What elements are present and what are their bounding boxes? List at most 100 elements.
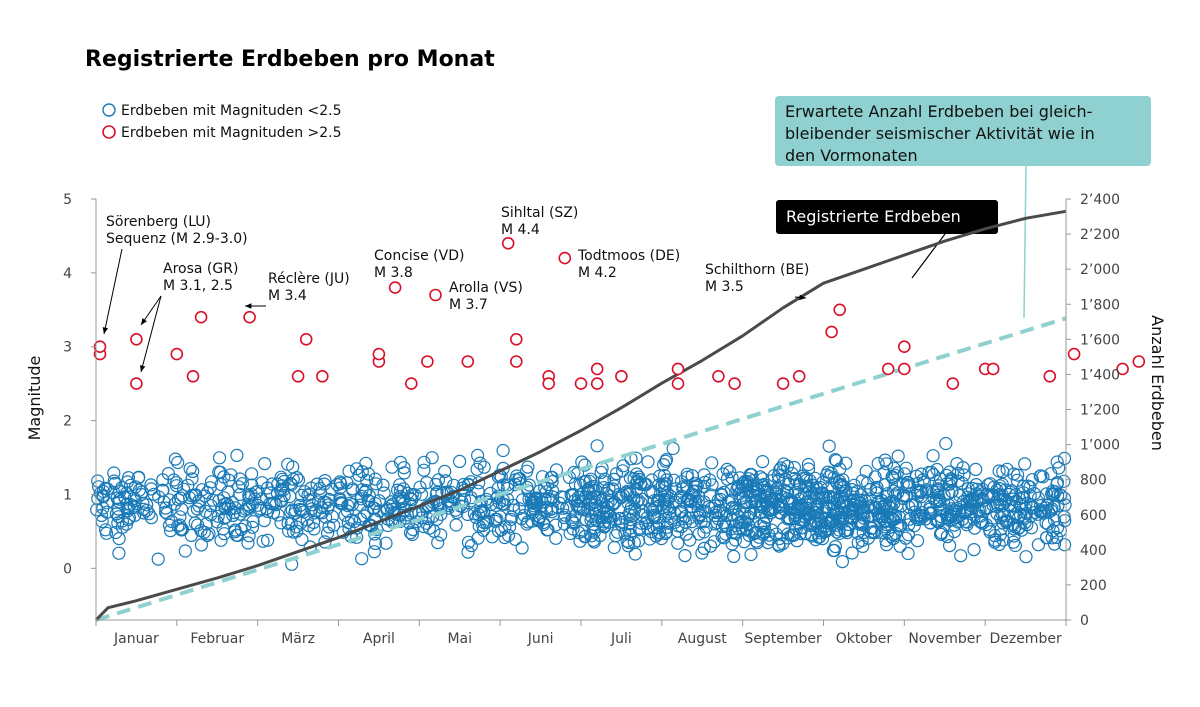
small-quake-point [899, 489, 913, 503]
small-quake-point [659, 477, 673, 491]
plot-area [90, 209, 1146, 622]
small-quake-point [828, 539, 843, 554]
small-quake-point [964, 505, 979, 519]
small-quake-point [425, 451, 439, 465]
small-quake-point [988, 533, 1002, 547]
small-quake-point [1057, 474, 1071, 488]
annotation-arosa-line-1: Arosa (GR) [163, 261, 238, 277]
small-quake-point [659, 525, 674, 539]
y2-tick-label: 800 [1080, 473, 1107, 489]
small-quake-point [338, 508, 352, 522]
small-quake-point [626, 508, 641, 523]
small-quake-point [359, 484, 373, 498]
small-quake-point [302, 494, 316, 508]
small-quake-point [616, 459, 630, 473]
small-quake-point [368, 536, 383, 551]
small-quake-point [749, 495, 763, 509]
small-quake-point [899, 531, 913, 545]
small-quake-point [393, 478, 407, 492]
small-quake-point [944, 472, 958, 486]
small-quake-point [660, 520, 674, 534]
large-quake-point [421, 355, 434, 368]
small-quake-point [771, 469, 785, 483]
small-quake-point [373, 504, 387, 518]
small-quake-point [403, 526, 418, 540]
small-quake-point [999, 514, 1013, 528]
small-quake-point [708, 499, 722, 513]
month-label: Dezember [989, 631, 1061, 647]
small-quake-point [755, 455, 770, 469]
annotation-arosa-line-2: M 3.1, 2.5 [163, 278, 233, 294]
small-quake-point [1057, 538, 1072, 552]
small-quake-point [495, 497, 509, 511]
large-quake-point [501, 237, 515, 250]
small-quake-point [251, 484, 265, 498]
small-quake-point [246, 514, 260, 529]
small-quake-point [583, 497, 597, 511]
annotations: Sörenberg (LU)Sequenz (M 2.9-3.0) Arosa (… [102, 205, 809, 373]
small-quake-point [294, 503, 309, 517]
large-quake-point [946, 377, 960, 390]
small-quake-point [175, 489, 190, 503]
badge-pointer [911, 233, 946, 279]
small-quake-point [197, 525, 211, 539]
small-quake-point [863, 482, 877, 497]
y-tick-label: 0 [63, 561, 72, 577]
annotation-arosa-arrow-2 [140, 295, 162, 373]
small-quake-point [461, 545, 475, 559]
small-quake-point [664, 489, 678, 503]
small-quake-point [462, 478, 476, 492]
small-quake-point [578, 474, 593, 488]
large-quake-point [671, 377, 685, 390]
small-quake-point [592, 503, 606, 517]
small-quake-point [789, 474, 803, 488]
small-quake-point [855, 533, 869, 548]
large-quake-point [429, 288, 442, 302]
small-quake-point [225, 496, 239, 510]
small-quake-point [867, 526, 882, 540]
small-quake-point [498, 520, 512, 534]
small-quake-point [183, 462, 197, 476]
small-quake-point [557, 490, 571, 504]
small-quake-point [1030, 507, 1045, 521]
small-quake-point [797, 487, 812, 501]
small-quake-point [1007, 529, 1021, 543]
small-quake-point [757, 516, 771, 530]
small-quake-point [501, 481, 515, 496]
small-quake-point [678, 548, 692, 563]
small-quake-point [261, 533, 275, 547]
small-quake-point [449, 518, 463, 532]
small-quake-point [587, 501, 601, 515]
small-quake-point [461, 507, 475, 522]
small-quake-point [519, 464, 534, 478]
small-quake-point [107, 466, 121, 480]
small-quake-point [417, 519, 431, 534]
small-quake-point [629, 451, 643, 465]
small-quake-point [275, 472, 290, 486]
small-quake-point [369, 477, 383, 491]
month-label: Januar [113, 631, 159, 647]
small-quake-point [159, 501, 173, 515]
small-quake-point [630, 474, 645, 488]
small-quake-point [549, 531, 563, 545]
small-quake-point [827, 470, 841, 485]
large-quake-point [728, 377, 741, 390]
small-quake-point [230, 448, 244, 462]
small-quake-point [899, 461, 913, 475]
small-quake-point [1025, 473, 1039, 487]
month-label: September [744, 631, 822, 647]
small-quake-point [683, 533, 697, 547]
small-quake-point [868, 500, 883, 514]
small-quake-point [556, 501, 570, 515]
small-quake-point [1047, 537, 1062, 551]
small-quake-point [361, 467, 376, 481]
small-quake-point [873, 513, 887, 528]
small-quake-point [151, 552, 165, 566]
small-quake-point [235, 477, 249, 491]
small-quake-point [826, 491, 840, 505]
y-tick-label: 3 [63, 340, 72, 356]
small-quake-point [628, 502, 642, 516]
small-quake-point [659, 454, 673, 468]
annotation-soerenberg-arrowhead-1 [102, 327, 109, 334]
